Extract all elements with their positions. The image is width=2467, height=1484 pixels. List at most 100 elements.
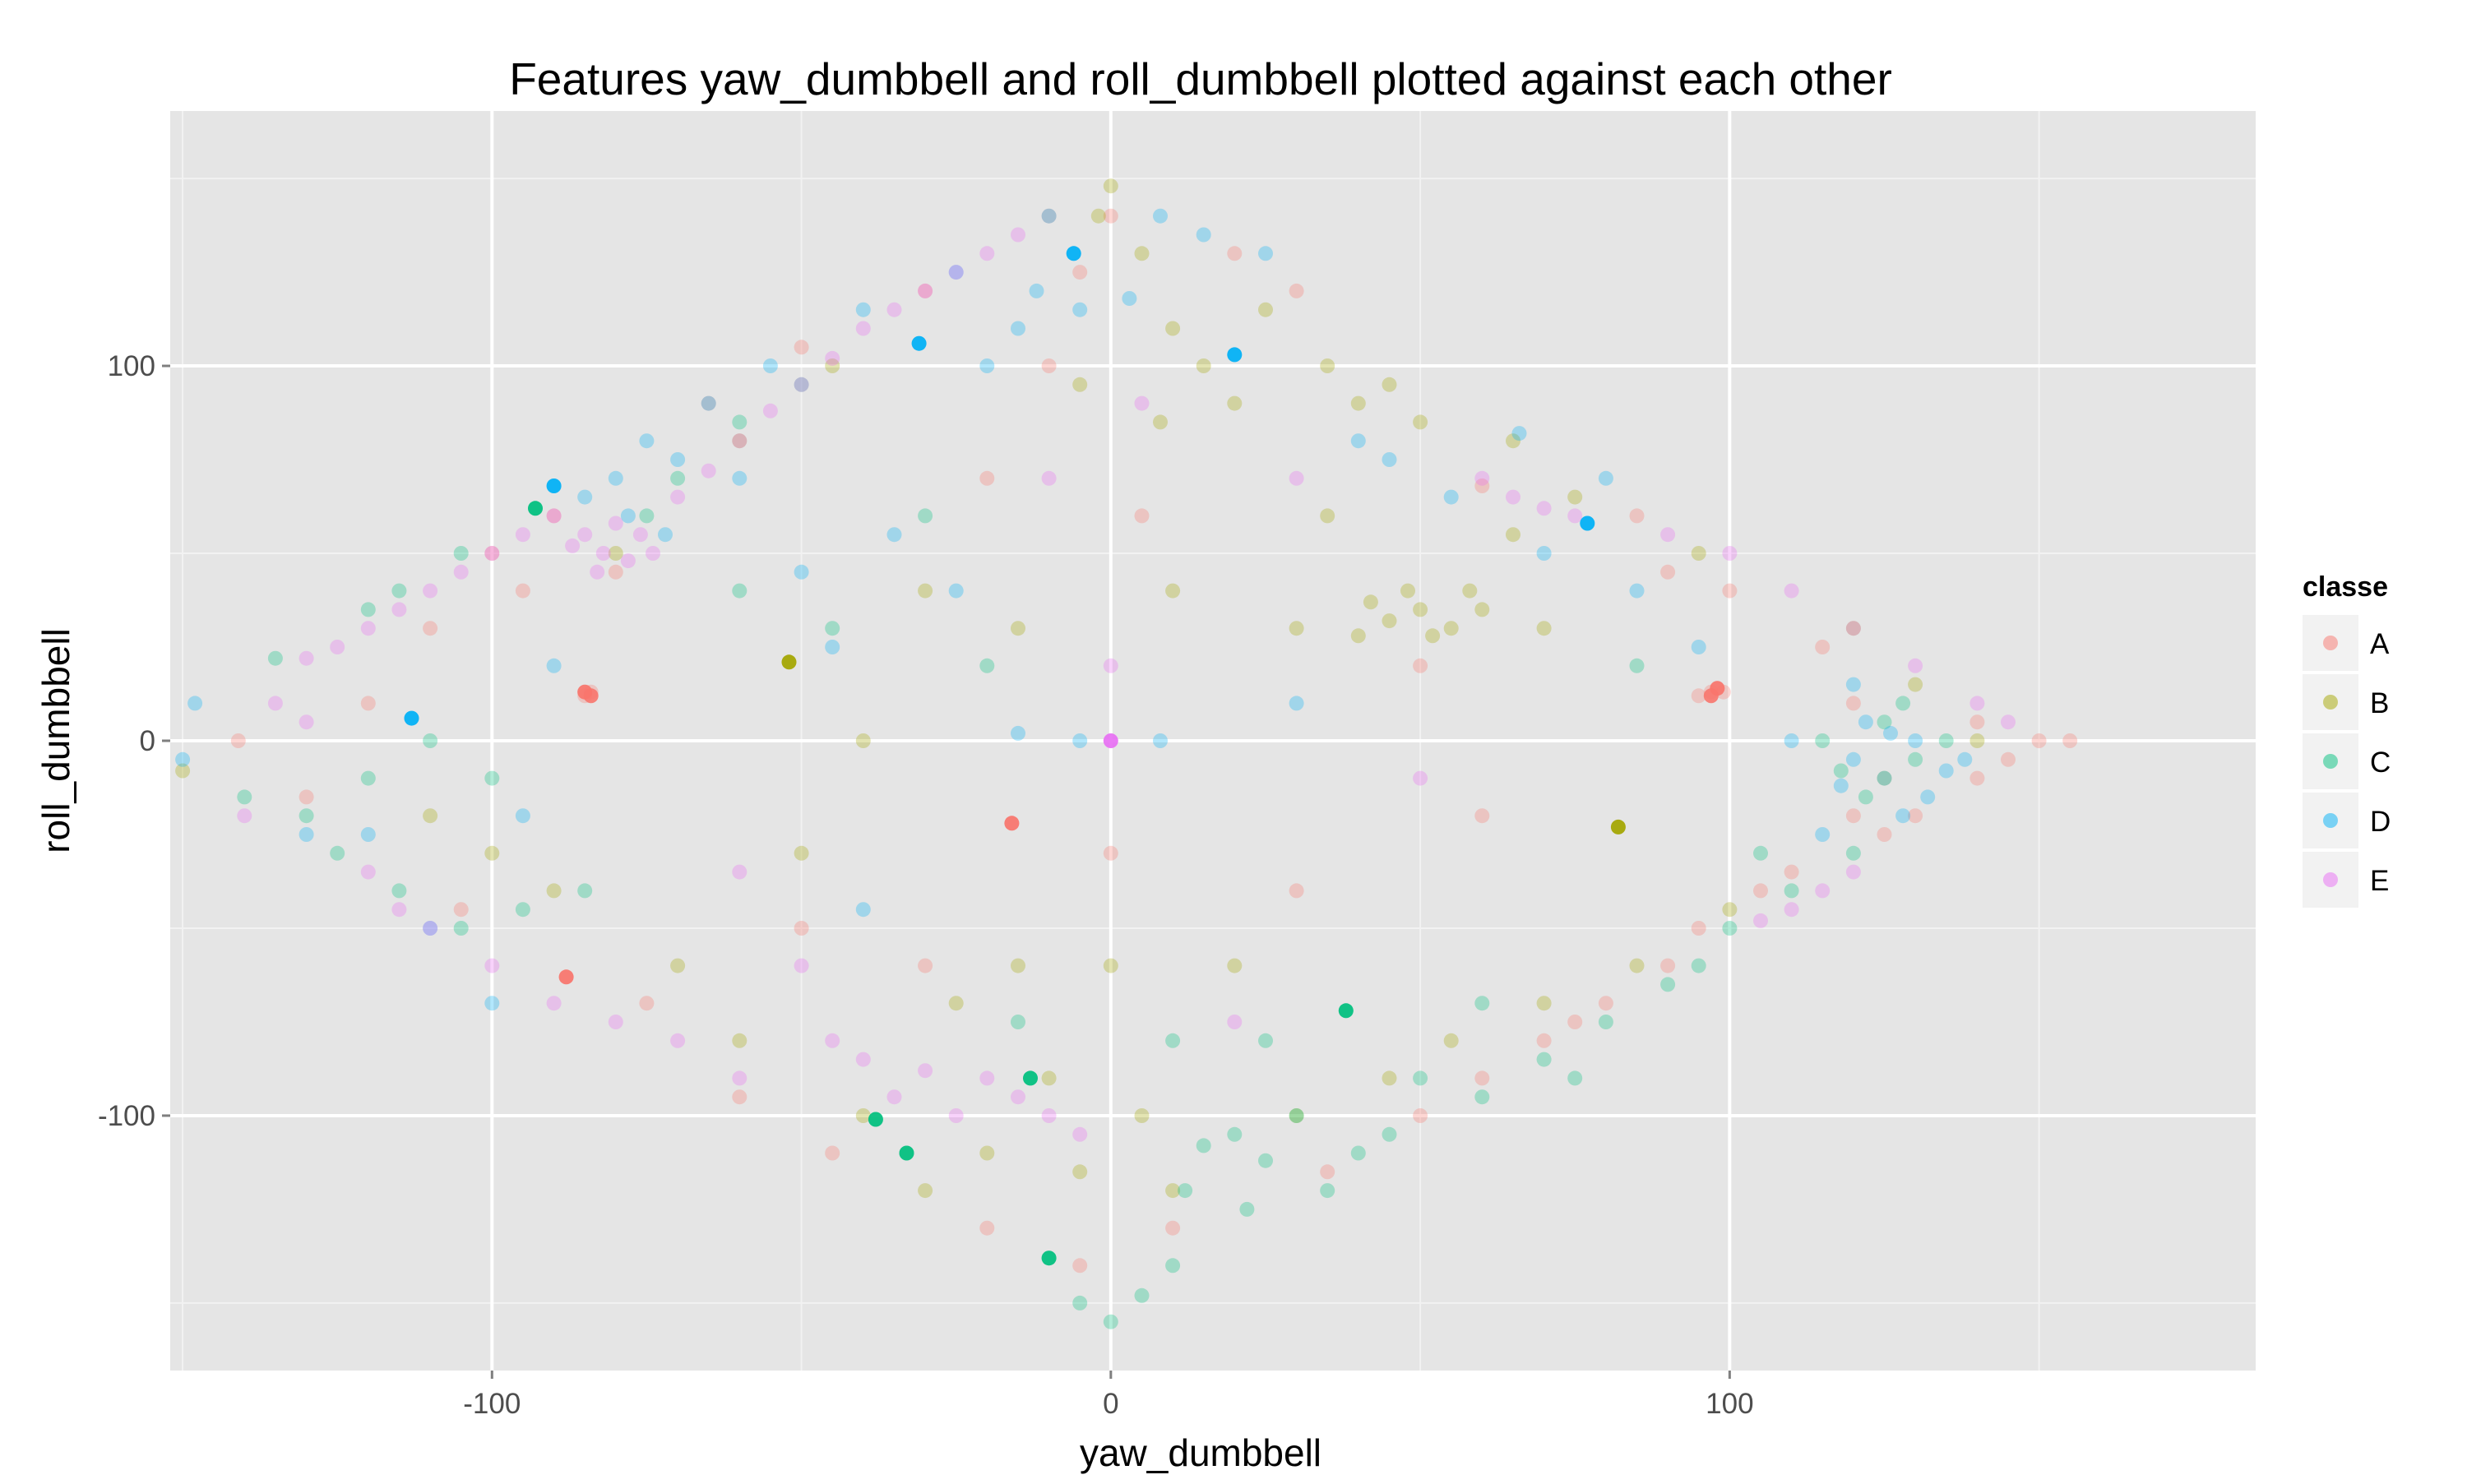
data-point-d bbox=[658, 527, 673, 543]
data-point-c bbox=[423, 733, 438, 748]
data-point-b bbox=[1413, 602, 1428, 617]
data-point-d bbox=[484, 996, 500, 1011]
data-point-a bbox=[1908, 808, 1923, 824]
data-point-e bbox=[515, 527, 530, 543]
data-point-b bbox=[1413, 414, 1428, 430]
data-point-b bbox=[1041, 1070, 1057, 1086]
data-point-b bbox=[1506, 527, 1520, 543]
data-point-d bbox=[1895, 808, 1911, 824]
data-point-e bbox=[1011, 1089, 1025, 1105]
data-point-b bbox=[1382, 377, 1397, 392]
data-point-e bbox=[595, 546, 611, 561]
data-point-b-dense bbox=[1610, 819, 1626, 834]
data-point-a bbox=[1660, 958, 1676, 973]
data-point-b bbox=[1474, 602, 1490, 617]
data-point-e bbox=[1289, 470, 1304, 486]
y-tick-label: -100 bbox=[98, 1100, 155, 1132]
data-point-d bbox=[670, 452, 686, 467]
x-axis: -100 0 100 bbox=[463, 1371, 1754, 1420]
data-point-a bbox=[1877, 827, 1892, 842]
data-point-a bbox=[1320, 1164, 1335, 1180]
data-point-a bbox=[1845, 808, 1861, 824]
data-point-e bbox=[918, 283, 933, 298]
data-point-d bbox=[855, 902, 871, 918]
data-point-e bbox=[299, 714, 314, 730]
data-point-d bbox=[1833, 778, 1849, 793]
data-point-b bbox=[1103, 178, 1118, 194]
data-point-c-dense bbox=[1338, 1003, 1354, 1019]
data-point-e bbox=[918, 1063, 933, 1079]
data-point-b bbox=[1363, 594, 1378, 610]
data-point-b bbox=[1506, 433, 1520, 449]
data-point-d bbox=[1122, 291, 1137, 306]
legend-label-c: C bbox=[2370, 747, 2391, 779]
data-point-a bbox=[1691, 921, 1706, 936]
data-point-e bbox=[825, 1033, 840, 1048]
data-point-e bbox=[1506, 489, 1520, 505]
data-point-e-dense bbox=[1103, 733, 1118, 748]
data-point-c bbox=[825, 621, 840, 636]
data-point-b bbox=[423, 808, 438, 824]
data-point-d bbox=[1196, 227, 1211, 243]
data-point-a bbox=[979, 1220, 995, 1236]
data-point-c bbox=[1289, 1108, 1304, 1123]
data-point-d bbox=[948, 583, 964, 599]
data-point-d bbox=[1598, 470, 1613, 486]
data-point-e bbox=[1072, 1126, 1088, 1142]
data-point-e bbox=[1536, 501, 1552, 516]
data-point-b bbox=[1443, 621, 1459, 636]
data-point-d bbox=[1041, 208, 1057, 224]
data-point-d bbox=[1815, 827, 1831, 842]
data-point-e bbox=[1908, 658, 1923, 673]
data-point-b bbox=[1536, 621, 1552, 636]
data-point-c bbox=[453, 546, 469, 561]
data-point-d-dense bbox=[911, 335, 927, 351]
data-point-b bbox=[1462, 583, 1478, 599]
data-point-a bbox=[794, 340, 809, 355]
data-point-e bbox=[1103, 658, 1118, 673]
data-point-c bbox=[1227, 1126, 1243, 1142]
data-point-b bbox=[1227, 958, 1243, 973]
data-point-c bbox=[1815, 733, 1831, 748]
data-point-e bbox=[855, 321, 871, 336]
data-point-e bbox=[732, 864, 748, 880]
data-point-d bbox=[1258, 246, 1273, 261]
data-point-c bbox=[794, 377, 809, 392]
data-point-e bbox=[1413, 770, 1428, 786]
data-point-a bbox=[1041, 358, 1057, 373]
data-point-d bbox=[175, 751, 191, 767]
data-point-d bbox=[1153, 733, 1168, 748]
data-point-c bbox=[1165, 1033, 1181, 1048]
data-point-a bbox=[1227, 246, 1243, 261]
data-point-e bbox=[1474, 470, 1490, 486]
data-point-a bbox=[825, 1145, 840, 1161]
data-point-c bbox=[330, 845, 345, 861]
legend-symbol-d bbox=[2323, 813, 2338, 828]
data-point-c bbox=[1784, 883, 1799, 899]
data-point-a bbox=[1103, 208, 1118, 224]
data-point-a bbox=[608, 564, 623, 580]
data-point-b bbox=[1011, 621, 1025, 636]
data-point-e bbox=[886, 1089, 902, 1105]
data-point-d bbox=[1536, 546, 1552, 561]
data-point-e bbox=[1815, 883, 1831, 899]
data-point-b bbox=[1400, 583, 1415, 599]
data-point-a bbox=[1413, 658, 1428, 673]
data-point-c-dense bbox=[868, 1112, 883, 1127]
data-point-c bbox=[1413, 1070, 1428, 1086]
data-point-b bbox=[484, 845, 500, 861]
data-point-d-dense bbox=[546, 478, 562, 493]
data-point-e bbox=[701, 463, 716, 478]
data-point-d bbox=[1957, 751, 1973, 767]
data-point-a bbox=[1722, 583, 1738, 599]
data-point-d bbox=[360, 827, 376, 842]
data-point-e bbox=[2001, 714, 2016, 730]
legend-symbol-c bbox=[2323, 754, 2338, 769]
data-point-a bbox=[1103, 845, 1118, 861]
data-point-c bbox=[1258, 1153, 1273, 1168]
data-point-a bbox=[1072, 1258, 1088, 1274]
data-point-c bbox=[1382, 1126, 1397, 1142]
data-point-c bbox=[979, 658, 995, 673]
data-point-b bbox=[546, 883, 562, 899]
